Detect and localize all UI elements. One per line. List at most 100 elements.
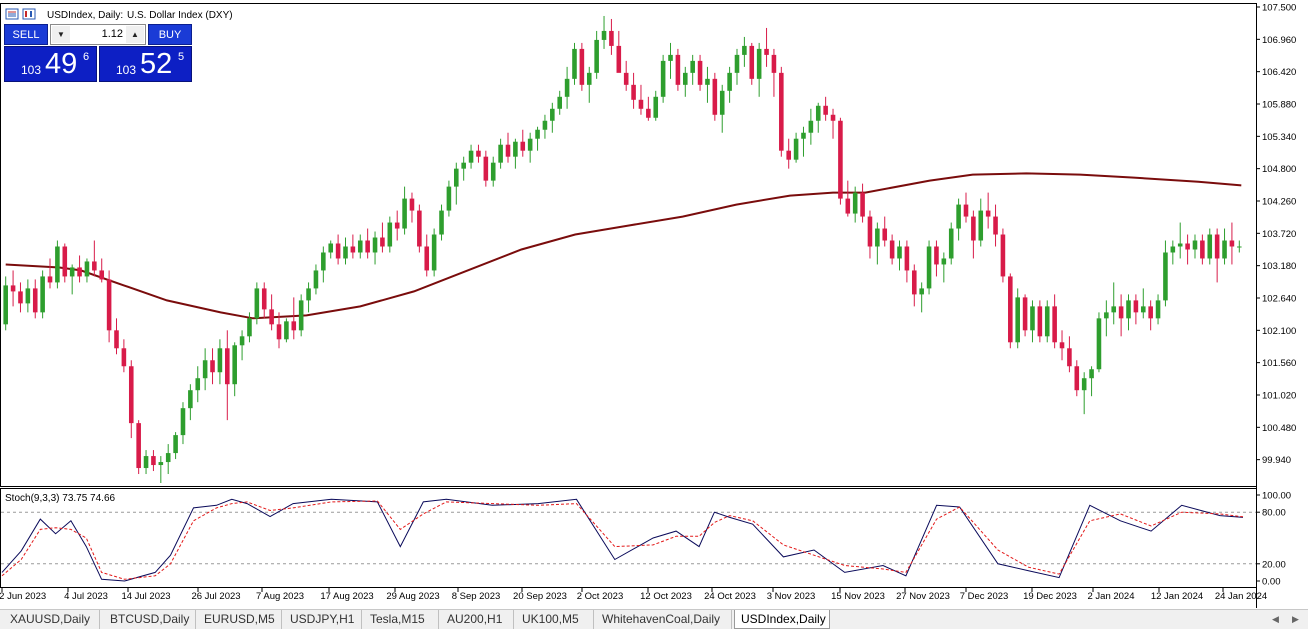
candle-body (1104, 312, 1109, 319)
stoch-main-line (1, 498, 1244, 582)
price-tick-label: 102.640 (1262, 293, 1296, 304)
one-click-trading-icon[interactable] (22, 8, 36, 20)
candle-body (202, 360, 208, 379)
candle-body (350, 246, 356, 253)
buy-price-prefix: 103 (116, 63, 137, 77)
lot-increase-icon[interactable]: ▲ (126, 26, 144, 43)
time-tick-label: 8 Sep 2023 (452, 591, 501, 602)
candle-body (1096, 318, 1102, 370)
lot-size-value[interactable]: 1.12 (101, 28, 123, 40)
candle-body (424, 246, 430, 271)
price-tick-label: 106.420 (1262, 67, 1296, 78)
price-tick-label: 101.560 (1262, 358, 1296, 369)
tabs-scroll-left-icon[interactable]: ◀ (1272, 614, 1279, 624)
candle-body (402, 198, 407, 229)
candle-body (727, 72, 732, 91)
candle-body (210, 360, 215, 373)
tab-xauusd-daily[interactable]: XAUUSD,Daily (4, 610, 100, 629)
candle-body (99, 270, 105, 280)
lot-size-stepper[interactable]: ▼ 1.12 ▲ (50, 24, 146, 45)
chart-header: USDIndex, Daily: U.S. Dollar Index (DXY) (5, 8, 233, 21)
candle-body (660, 60, 666, 97)
tabs-scroll-right-icon[interactable]: ▶ (1292, 614, 1299, 624)
price-tick-label: 105.340 (1262, 132, 1296, 143)
stoch-levels (1, 511, 1256, 565)
candle-body (1237, 246, 1242, 248)
candle-body (128, 366, 134, 424)
lot-decrease-icon[interactable]: ▼ (52, 26, 70, 43)
buy-price[interactable]: 103 52 5 (99, 46, 192, 82)
candle-body (1000, 234, 1006, 277)
stoch-tick-label: 0.00 (1262, 577, 1281, 588)
candle-body (77, 267, 82, 277)
candle-body (261, 288, 267, 310)
chart-menu-icon[interactable] (5, 8, 19, 20)
candle-body (439, 210, 444, 235)
candle-body (830, 114, 836, 121)
tab-au200-h1[interactable]: AU200,H1 (441, 610, 514, 629)
sell-price[interactable]: 103 49 6 (4, 46, 97, 82)
candle-body (1229, 240, 1235, 247)
candle-body (1059, 342, 1065, 349)
candle-body (527, 138, 533, 151)
candle-body (926, 246, 932, 289)
candle-body (55, 246, 60, 283)
candle-body (956, 204, 961, 229)
tab-tesla-m15[interactable]: Tesla,M15 (364, 610, 439, 629)
candle-body (239, 336, 245, 346)
candle-body (461, 162, 466, 169)
candle-body (372, 237, 378, 253)
time-tick-label: 15 Nov 2023 (831, 591, 885, 602)
tab-uk100-m5[interactable]: UK100,M5 (516, 610, 594, 629)
candle-body (734, 54, 740, 73)
time-tick-label: 7 Dec 2023 (960, 591, 1009, 602)
candle-body (919, 288, 924, 295)
time-tick-label: 2 Oct 2023 (577, 591, 623, 602)
candle-body (616, 45, 622, 73)
tab-whitehavencoal-daily[interactable]: WhitehavenCoal,Daily (596, 610, 732, 629)
tab-usdjpy-h1[interactable]: USDJPY,H1 (284, 610, 362, 629)
candle-body (1163, 252, 1168, 301)
candle-body (675, 54, 681, 85)
candle-body (409, 198, 415, 211)
candle-body (151, 456, 156, 466)
candle-body (860, 192, 865, 217)
candle-body (40, 276, 45, 313)
candle-body (756, 48, 762, 79)
time-axis: 22 Jun 2023 4 Jul 2023 14 Jul 2023 26 Jul 2… (0, 588, 1267, 602)
tab-btcusd-daily[interactable]: BTCUSD,Daily (104, 610, 196, 629)
candle-body (882, 228, 888, 241)
candle-body (357, 240, 363, 253)
candle-body (1037, 306, 1043, 337)
candle-body (136, 423, 141, 469)
candle-body (1126, 300, 1131, 319)
candle-body (682, 72, 688, 85)
candle-body (188, 390, 193, 409)
candle-body (84, 261, 90, 277)
candle-body (697, 60, 703, 85)
candle-body (786, 150, 791, 160)
candle-body (62, 246, 68, 277)
candle-body (941, 258, 947, 265)
candle-body (1044, 306, 1050, 337)
time-tick-label: 7 Aug 2023 (256, 591, 304, 602)
candle-body (321, 252, 326, 271)
candle-body (971, 216, 976, 241)
candle-body (1177, 243, 1183, 247)
buy-button[interactable]: BUY (148, 24, 192, 45)
sell-button[interactable]: SELL (4, 24, 48, 45)
candle-body (417, 210, 422, 247)
time-tick-label: 14 Jul 2023 (121, 591, 170, 602)
candle-body (1155, 300, 1161, 319)
candle-body (1008, 276, 1013, 343)
candle-body (106, 279, 112, 331)
tab-usdindex-daily[interactable]: USDIndex,Daily (734, 610, 830, 629)
candle-body (1118, 306, 1124, 319)
price-tick-label: 107.500 (1262, 2, 1296, 13)
candle-body (535, 129, 540, 139)
time-tick-label: 17 Aug 2023 (320, 591, 373, 602)
tab-eurusd-m5[interactable]: EURUSD,M5 (198, 610, 282, 629)
candle-body (609, 30, 614, 46)
price-axis: 107.500 106.960 106.420 105.880 105.340 104.8… (1256, 2, 1296, 466)
